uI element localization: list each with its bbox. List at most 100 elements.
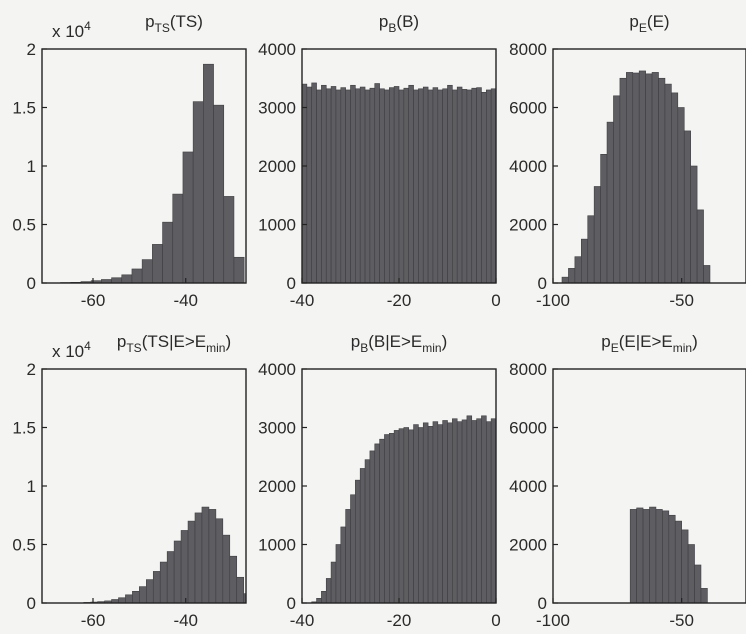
histogram-bar [456, 421, 463, 604]
histogram-bar [427, 89, 434, 284]
histogram-bar [180, 530, 189, 604]
panel-title: pE(E) [629, 12, 669, 35]
y-tick-label: 3000 [258, 419, 296, 438]
y-tick-label: 2000 [258, 157, 296, 176]
histogram-bar [437, 89, 443, 284]
title-subscript: TS [126, 341, 141, 355]
histogram-bar [374, 443, 380, 604]
histogram-bar [437, 424, 443, 604]
histogram-bar [471, 87, 477, 284]
title-part: p [117, 332, 126, 351]
histogram-bar [490, 418, 497, 604]
histogram-bar [325, 578, 332, 604]
histogram-bar [418, 88, 424, 284]
histogram-bar [159, 561, 168, 604]
histogram-bar [192, 101, 204, 284]
histogram-bar [613, 95, 621, 284]
histogram-bar [345, 509, 351, 604]
histogram-bar [645, 73, 653, 284]
x-tick-label: -50 [669, 611, 694, 630]
title-subscript: E [611, 341, 619, 355]
histogram-bar [364, 459, 371, 604]
histogram-bar [162, 221, 174, 284]
histogram-bar [379, 438, 385, 604]
histogram-bar [403, 427, 410, 604]
histogram-bar [452, 89, 458, 284]
y-tick-label: 0.5 [12, 216, 36, 235]
multiplier-exponent: 4 [84, 19, 91, 33]
title-part: ) [225, 332, 231, 351]
histogram-bar [422, 86, 429, 284]
panel-bottom-middle: 0 1000 2000 3000 4000 -40 -20 0 pB(B|E>Emin) [258, 332, 501, 630]
histogram-bar [223, 196, 235, 284]
title-part: p [629, 12, 638, 31]
histogram-bar [194, 512, 203, 604]
histogram-bar [301, 83, 308, 284]
histogram-bar [325, 88, 332, 284]
y-tick-label: 0 [538, 594, 547, 613]
histogram-bar [321, 590, 327, 604]
title-subscript: B [360, 341, 368, 355]
histogram-bar [636, 507, 644, 604]
histogram-bar [662, 510, 670, 604]
histogram-bar [413, 424, 419, 604]
title-part: p [379, 12, 388, 31]
histogram-bar [321, 84, 327, 284]
histogram-bar [649, 506, 657, 604]
histogram-bar [587, 215, 595, 284]
histogram-bar [418, 427, 424, 604]
title-part: (TS|E>E [142, 332, 206, 351]
y-tick-label: 0.5 [12, 536, 36, 555]
panel-bottom-right: 0 2000 4000 6000 8000 -100 -50 pE(E|E>Emin) [509, 332, 746, 630]
panel-title: pTS(TS|E>Emin) [117, 332, 231, 355]
histogram-bar [461, 419, 468, 604]
histogram-bar [359, 86, 366, 284]
histogram-bar [703, 265, 711, 284]
histogram-bar [561, 276, 569, 284]
histogram-bar [350, 494, 356, 604]
histogram-bar [432, 87, 439, 284]
histogram-bar [111, 277, 123, 284]
histogram-bar [118, 597, 126, 604]
panel-bottom-left: 0 0.5 1 1.5 2 -60 -40 pTS(TS|E>Emin) x 104 [12, 332, 247, 630]
x-tick-label: -100 [536, 611, 570, 630]
histogram-bar [384, 434, 390, 604]
histogram-bar [340, 526, 346, 604]
title-part: (E|E>E [619, 332, 673, 351]
x-tick-label: -40 [290, 291, 315, 310]
x-tick-label: -20 [387, 291, 412, 310]
histogram-bar [369, 450, 376, 604]
y-tick-label: 2 [27, 360, 36, 379]
histogram-bar [581, 238, 589, 284]
y-tick-label: 1 [27, 477, 36, 496]
x-tick-label: 0 [491, 611, 500, 630]
histogram-bar [664, 83, 672, 284]
multiplier-base: x 10 [52, 342, 84, 361]
histogram-bar [335, 544, 342, 604]
y-tick-label: 0 [287, 274, 296, 293]
histogram-bar [490, 88, 497, 284]
histogram-bar [201, 506, 210, 604]
y-tick-label: 2000 [509, 536, 547, 555]
histogram-bar [388, 87, 395, 284]
histogram-bar [687, 544, 695, 604]
y-tick-label: 8000 [509, 360, 547, 379]
histogram-bar [677, 107, 685, 284]
y-tick-label: 4000 [509, 477, 547, 496]
title-part: p [601, 332, 610, 351]
y-tick-label: 2000 [258, 477, 296, 496]
title-subscript: min [206, 341, 225, 355]
histogram-bar [355, 479, 361, 604]
y-tick-label: 6000 [509, 99, 547, 118]
histogram-bar [229, 555, 238, 604]
histogram-bar [222, 534, 231, 604]
histogram-bar [233, 256, 245, 284]
histogram-bar [345, 89, 351, 284]
histogram-bar [476, 418, 482, 604]
y-tick-label: 0 [538, 274, 547, 293]
y-tick-label: 4000 [509, 157, 547, 176]
x-tick-label: -40 [173, 291, 198, 310]
histogram-bar [393, 86, 400, 284]
panel-title: pB(B|E>Emin) [351, 332, 448, 355]
